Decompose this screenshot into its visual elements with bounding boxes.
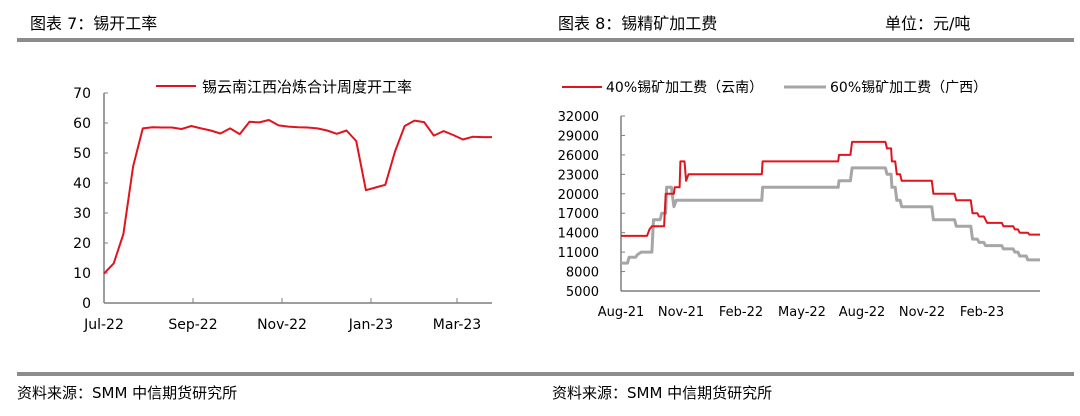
chart-axes: 0 10 20 30 40 50 60 70 Jul-22 Sep-22 Nov-22 Jan-23 M…	[73, 86, 492, 333]
left-bottom-rule	[17, 372, 542, 376]
yunnan-40pct-fee-line	[621, 140, 1040, 237]
tin-operating-rate-chart: 锡云南江西冶炼合计周度开工率 0 10 20 30 40 50 60 70 Jul-22 Sep-…	[73, 78, 492, 333]
left-source-note: 资料来源：SMM 中信期货研究所	[17, 384, 238, 402]
x-tick-label: Jul-22	[83, 317, 124, 333]
guangxi-60pct-fee-line	[621, 166, 1040, 265]
y-tick-label: 26000	[558, 149, 599, 164]
x-tick-label: Jan-23	[348, 317, 393, 333]
x-tick-label: Nov-21	[658, 305, 704, 320]
y-tick-label: 8000	[566, 266, 599, 281]
x-tick-label: Sep-22	[168, 317, 217, 333]
right-chart-title: 图表 8：锡精矿加工费	[558, 14, 718, 33]
y-tick-label: 70	[73, 86, 91, 102]
x-tick-label: Mar-23	[433, 317, 481, 333]
y-tick-label: 14000	[558, 227, 599, 242]
legend-label: 锡云南江西冶炼合计周度开工率	[202, 78, 412, 96]
chart-axes: 5000 8000 11000 14000 17000 20000 23000 26000 29…	[558, 110, 1040, 320]
y-tick-label: 23000	[558, 168, 599, 183]
right-source-note: 资料来源：SMM 中信期货研究所	[552, 384, 773, 402]
y-tick-label: 20	[73, 236, 91, 252]
left-chart-title: 图表 7：锡开工率	[30, 14, 158, 33]
x-tick-label: Feb-23	[960, 305, 1004, 320]
y-tick-label: 30	[73, 206, 91, 222]
operating-rate-line	[103, 119, 492, 275]
right-bottom-rule	[540, 372, 1074, 376]
y-tick-label: 5000	[566, 285, 599, 300]
left-top-rule	[17, 38, 542, 42]
x-tick-label: Aug-21	[598, 305, 645, 320]
y-tick-label: 32000	[558, 110, 599, 125]
chart-legend: 40%锡矿加工费（云南） 60%锡矿加工费（广西）	[562, 80, 987, 96]
tin-concentrate-processing-fee-chart: 40%锡矿加工费（云南） 60%锡矿加工费（广西） 5000 8000 11000 1…	[558, 80, 1040, 320]
right-top-rule	[540, 38, 1074, 42]
y-tick-label: 10	[73, 266, 91, 282]
y-tick-label: 50	[73, 146, 91, 162]
y-tick-label: 11000	[558, 246, 599, 261]
x-tick-label: Aug-22	[839, 305, 886, 320]
unit-label: 单位：元/吨	[885, 14, 971, 33]
legend-label-yunnan: 40%锡矿加工费（云南）	[606, 80, 763, 96]
y-tick-label: 29000	[558, 129, 599, 144]
x-tick-label: May-22	[778, 305, 826, 320]
y-tick-label: 17000	[558, 207, 599, 222]
legend-label-guangxi: 60%锡矿加工费（广西）	[830, 80, 987, 96]
x-tick-label: Nov-22	[899, 305, 945, 320]
y-tick-label: 40	[73, 176, 91, 192]
y-tick-label: 20000	[558, 188, 599, 203]
y-tick-label: 0	[82, 296, 91, 312]
x-tick-label: Nov-22	[257, 317, 307, 333]
chart-legend: 锡云南江西冶炼合计周度开工率	[156, 78, 412, 96]
y-tick-label: 60	[73, 116, 91, 132]
x-tick-label: Feb-22	[719, 305, 763, 320]
